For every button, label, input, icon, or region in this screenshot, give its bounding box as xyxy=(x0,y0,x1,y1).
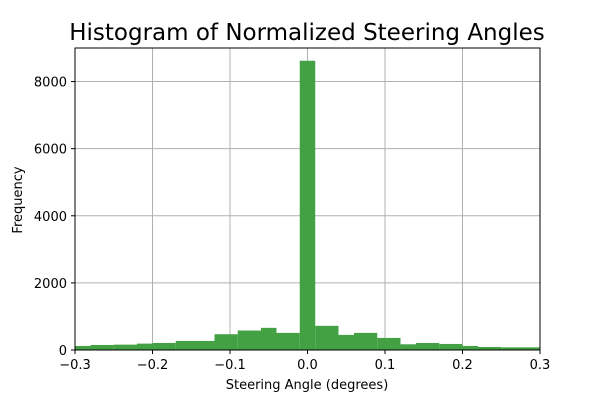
y-tick-label: 6000 xyxy=(34,143,67,158)
histogram-bar xyxy=(400,344,416,350)
y-axis-ticks: 0 2000 4000 6000 8000 xyxy=(34,76,75,359)
x-axis-label: Steering Angle (degrees) xyxy=(226,378,389,393)
y-tick-label: 0 xyxy=(59,344,67,359)
histogram-bar xyxy=(214,334,238,350)
y-tick-label: 8000 xyxy=(34,76,67,91)
chart-title: Histogram of Normalized Steering Angles xyxy=(69,20,545,46)
histogram-bars xyxy=(75,60,540,351)
histogram-bar xyxy=(416,342,440,350)
x-tick-label: 0.3 xyxy=(530,358,551,373)
histogram-bar xyxy=(462,345,478,350)
histogram-bar xyxy=(152,342,176,350)
histogram-bar xyxy=(113,344,137,350)
histogram-bar xyxy=(478,346,502,350)
histogram-bar xyxy=(299,60,316,351)
x-tick-label: 0.0 xyxy=(297,358,318,373)
x-axis-ticks: −0.3 −0.2 −0.1 0.0 0.1 0.2 0.3 xyxy=(59,350,550,373)
histogram-bar xyxy=(237,330,261,350)
histogram-bar xyxy=(439,343,463,350)
histogram-bar xyxy=(377,337,401,350)
x-tick-label: −0.1 xyxy=(214,358,246,373)
histogram-bar xyxy=(524,347,540,350)
x-tick-label: −0.3 xyxy=(59,358,91,373)
y-axis-label: Frequency xyxy=(11,166,26,233)
histogram-bar xyxy=(90,344,114,350)
x-tick-label: 0.2 xyxy=(452,358,473,373)
y-tick-label: 2000 xyxy=(34,277,67,292)
histogram-bar xyxy=(276,332,300,350)
y-tick-label: 4000 xyxy=(34,210,67,225)
histogram-bar xyxy=(137,343,153,350)
histogram-bar xyxy=(261,327,277,350)
histogram-bar xyxy=(338,334,354,350)
histogram-bar xyxy=(199,340,215,350)
histogram-bar xyxy=(501,347,525,350)
histogram-bar xyxy=(354,332,378,350)
histogram-bar xyxy=(175,340,199,350)
histogram-bar xyxy=(315,325,339,350)
histogram-bar xyxy=(75,345,91,350)
x-tick-label: −0.2 xyxy=(137,358,169,373)
x-tick-label: 0.1 xyxy=(375,358,396,373)
